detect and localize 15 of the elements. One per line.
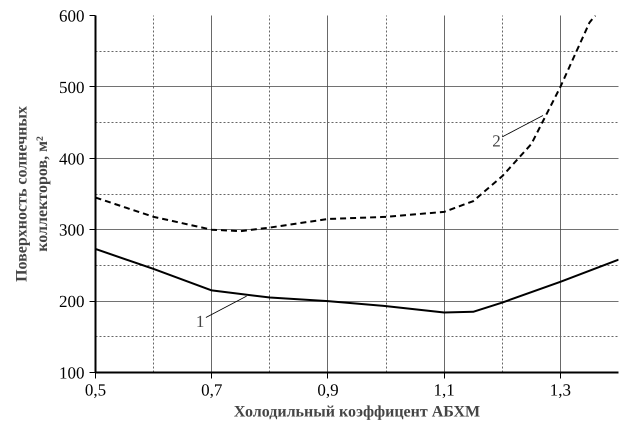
- x-tick-label: 0,7: [201, 380, 223, 400]
- y-tick-label: 600: [59, 6, 84, 26]
- y-tick-label: 400: [59, 149, 84, 168]
- annotation: 2: [492, 131, 501, 150]
- y-tick-label: 200: [59, 292, 84, 312]
- x-tick-label: 1,3: [550, 380, 572, 400]
- y-tick-label: 300: [59, 220, 84, 240]
- x-tick-label: 1,1: [434, 380, 455, 400]
- x-axis-title: Холодильный коэффицент АБХМ: [234, 404, 480, 420]
- annotation: 1: [196, 312, 204, 332]
- x-tick-label: 0,5: [84, 380, 106, 400]
- y-tick-label: 500: [59, 78, 84, 97]
- y-tick-label: 100: [59, 364, 84, 382]
- x-tick-label: 0,9: [317, 380, 339, 400]
- y-axis-title: Поверхность солнечных коллекторов, м²: [14, 106, 51, 282]
